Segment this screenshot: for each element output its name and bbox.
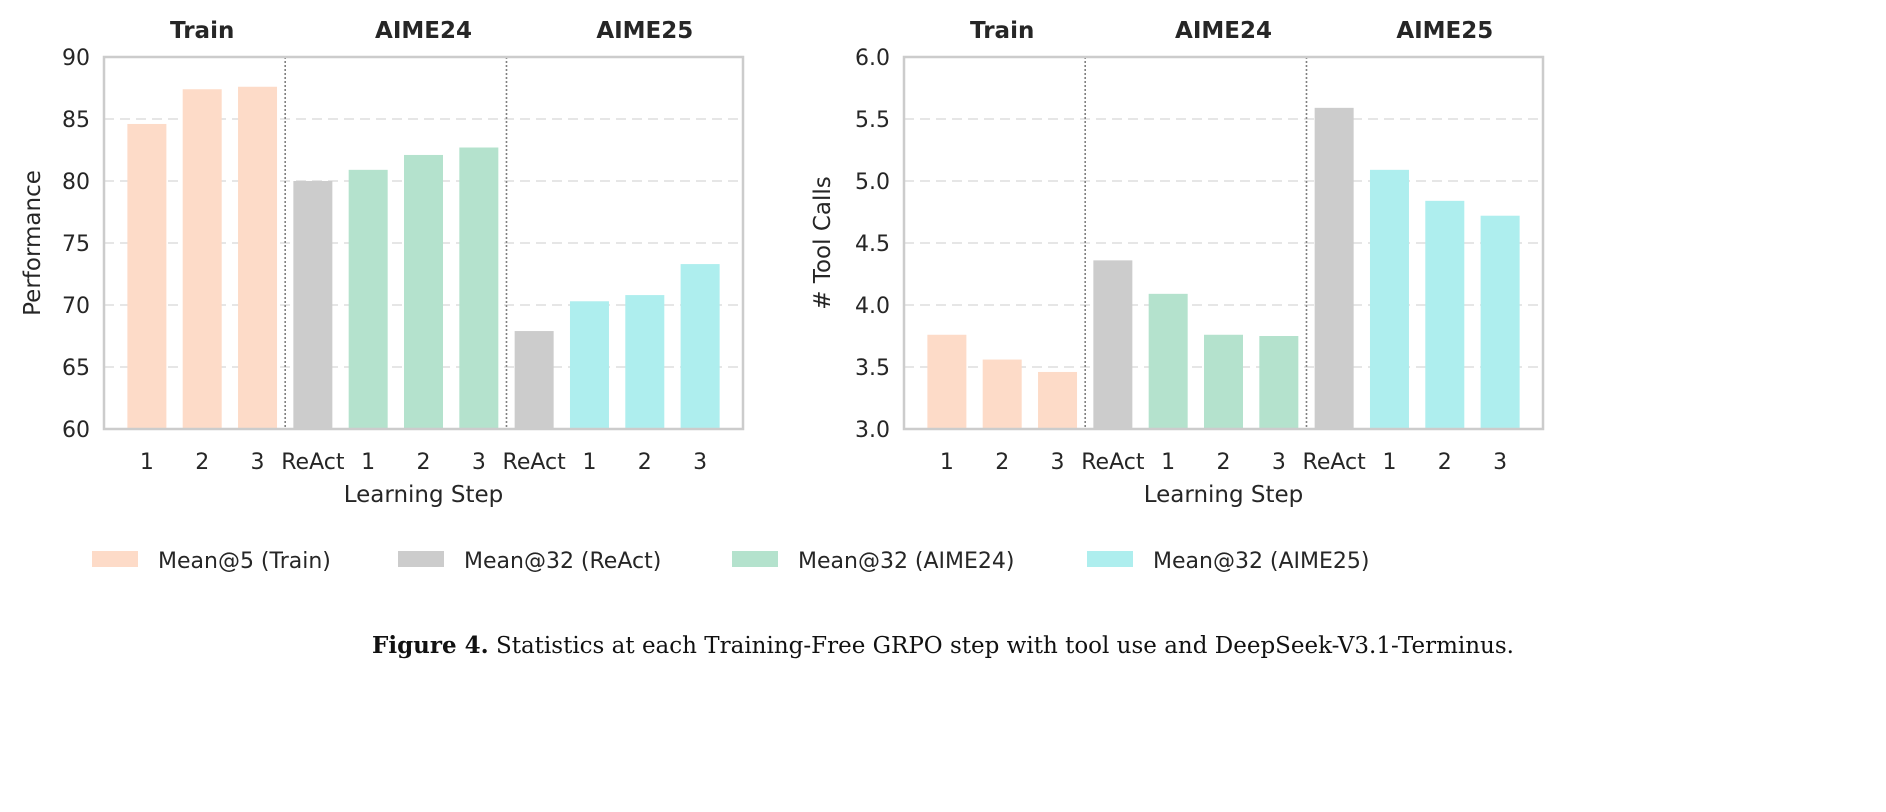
x-tick-label: ReAct (281, 450, 345, 475)
bar (348, 169, 388, 429)
x-tick-label: 1 (361, 450, 375, 475)
x-tick-label: 2 (995, 450, 1009, 475)
plot-frame (102, 55, 745, 431)
legend-swatch (92, 551, 138, 567)
bar (1259, 336, 1299, 429)
legend-swatch (398, 551, 444, 567)
bar (625, 295, 665, 429)
legend-label: Mean@32 (AIME24) (798, 549, 1015, 574)
x-tick-label: ReAct (503, 450, 567, 475)
caption-label: Figure 4. (372, 632, 489, 659)
y-tick-label: 4.0 (855, 294, 890, 319)
bar (127, 123, 167, 430)
x-tick-label: 3 (472, 450, 486, 475)
bar (459, 147, 499, 429)
bar (1314, 107, 1354, 429)
x-tick-label: 3 (1051, 450, 1065, 475)
x-tick-label: 1 (1161, 450, 1175, 475)
y-tick-label: 5.0 (855, 170, 890, 195)
bar (927, 334, 967, 429)
x-tick-label: 1 (582, 450, 596, 475)
x-tick-label: 2 (1438, 450, 1452, 475)
y-tick-label: 90 (62, 46, 90, 71)
y-tick-label: 5.5 (855, 108, 890, 133)
bar (982, 359, 1022, 429)
x-tick-label: 3 (251, 450, 265, 475)
group-title: Train (170, 18, 234, 44)
bar (182, 89, 222, 430)
y-axis-label: # Tool Calls (810, 176, 836, 310)
y-tick-label: 80 (62, 170, 90, 195)
y-axis-label: Performance (20, 170, 46, 316)
bar (238, 86, 278, 429)
bar (1480, 215, 1520, 429)
x-tick-label: 1 (140, 450, 154, 475)
x-tick-label: 1 (1382, 450, 1396, 475)
x-tick-label: 1 (940, 450, 954, 475)
group-title: AIME24 (375, 18, 472, 44)
y-tick-label: 75 (62, 232, 90, 257)
bar (1425, 200, 1465, 429)
group-title: AIME25 (596, 18, 693, 44)
group-title: Train (970, 18, 1034, 44)
bar (514, 331, 554, 429)
y-tick-label: 3.5 (855, 356, 890, 381)
y-tick-label: 60 (62, 418, 90, 443)
y-tick-label: 70 (62, 294, 90, 319)
group-title: AIME24 (1175, 18, 1272, 44)
bar (1369, 169, 1409, 429)
y-tick-label: 85 (62, 108, 90, 133)
x-tick-label: 2 (195, 450, 209, 475)
x-tick-label: 2 (1217, 450, 1231, 475)
bar (404, 154, 443, 429)
caption-text: Statistics at each Training-Free GRPO st… (495, 633, 1514, 659)
x-axis-label: Learning Step (1144, 482, 1304, 508)
x-tick-label: ReAct (1081, 450, 1145, 475)
legend-swatch (1087, 551, 1133, 567)
y-tick-label: 3.0 (855, 418, 890, 443)
x-tick-label: 2 (417, 450, 431, 475)
bar (680, 264, 720, 429)
x-tick-label: ReAct (1303, 450, 1367, 475)
legend-label: Mean@5 (Train) (158, 549, 331, 574)
legend-label: Mean@32 (AIME25) (1153, 549, 1370, 574)
bar (1148, 293, 1188, 429)
legend-label: Mean@32 (ReAct) (464, 549, 661, 574)
group-title: AIME25 (1396, 18, 1493, 44)
bar (1038, 371, 1078, 429)
bar (569, 301, 609, 429)
bar (1204, 334, 1243, 429)
bar (1093, 260, 1133, 429)
bar (293, 181, 333, 429)
x-tick-label: 3 (1272, 450, 1286, 475)
legend-swatch (732, 551, 778, 567)
x-axis-label: Learning Step (344, 482, 504, 508)
x-tick-label: 3 (1493, 450, 1507, 475)
figure-caption: Figure 4. Statistics at each Training-Fr… (0, 632, 1886, 659)
y-tick-label: 65 (62, 356, 90, 381)
x-tick-label: 2 (638, 450, 652, 475)
x-tick-label: 3 (693, 450, 707, 475)
y-tick-label: 4.5 (855, 232, 890, 257)
plot-frame (902, 55, 1545, 431)
y-tick-label: 6.0 (855, 46, 890, 71)
